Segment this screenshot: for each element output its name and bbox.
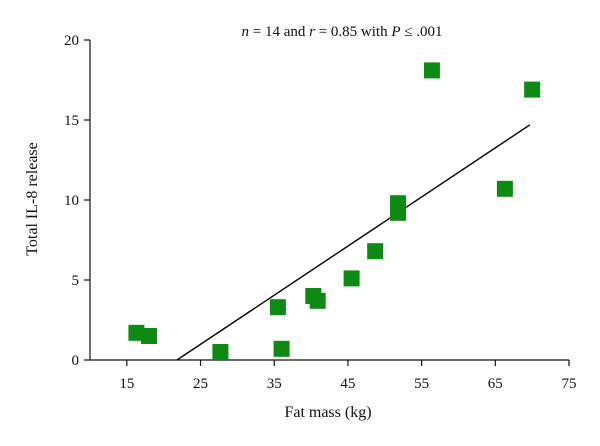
y-axis-title: Total IL-8 release [24,142,41,255]
x-tick-label: 75 [562,376,577,392]
data-point [273,340,290,357]
y-tick-label: 5 [72,273,80,289]
annotation-r-symbol: r [309,24,315,40]
x-tick-label: 25 [193,376,208,392]
x-axis-title: Fat mass (kg) [284,404,371,421]
y-tick-label: 0 [72,353,80,369]
trendline-layer [176,124,531,361]
data-points-layer [128,62,541,360]
data-point [496,180,513,197]
data-point [367,243,384,260]
data-point [524,81,541,98]
y-tick-label: 10 [64,193,79,209]
x-tick-label: 45 [340,376,355,392]
data-point [390,204,407,221]
x-tick-label: 35 [267,376,282,392]
axes: 0 5 10 15 20 15 25 35 45 55 65 75 [64,33,577,392]
annotation-n-symbol: n [241,24,249,40]
data-point [423,62,440,79]
chart-annotation: n = 14 and r = 0.85 with P ≤ .001 [241,24,442,40]
data-point [269,299,286,316]
data-point [212,344,229,360]
data-point [128,324,145,341]
regression-line [176,124,531,361]
annotation-r-text: = 0.85 with [315,24,391,40]
x-tick-label: 65 [488,376,503,392]
annotation-p-text: ≤ .001 [401,24,443,40]
data-point [343,270,360,287]
x-tick-label: 55 [414,376,429,392]
annotation-p-symbol: P [390,24,400,40]
annotation-n-text: = 14 and [249,24,309,40]
data-point [140,328,157,344]
data-point [309,292,326,309]
y-tick-label: 15 [64,113,79,129]
y-tick-label: 20 [64,33,79,49]
x-tick-label: 15 [119,376,134,392]
